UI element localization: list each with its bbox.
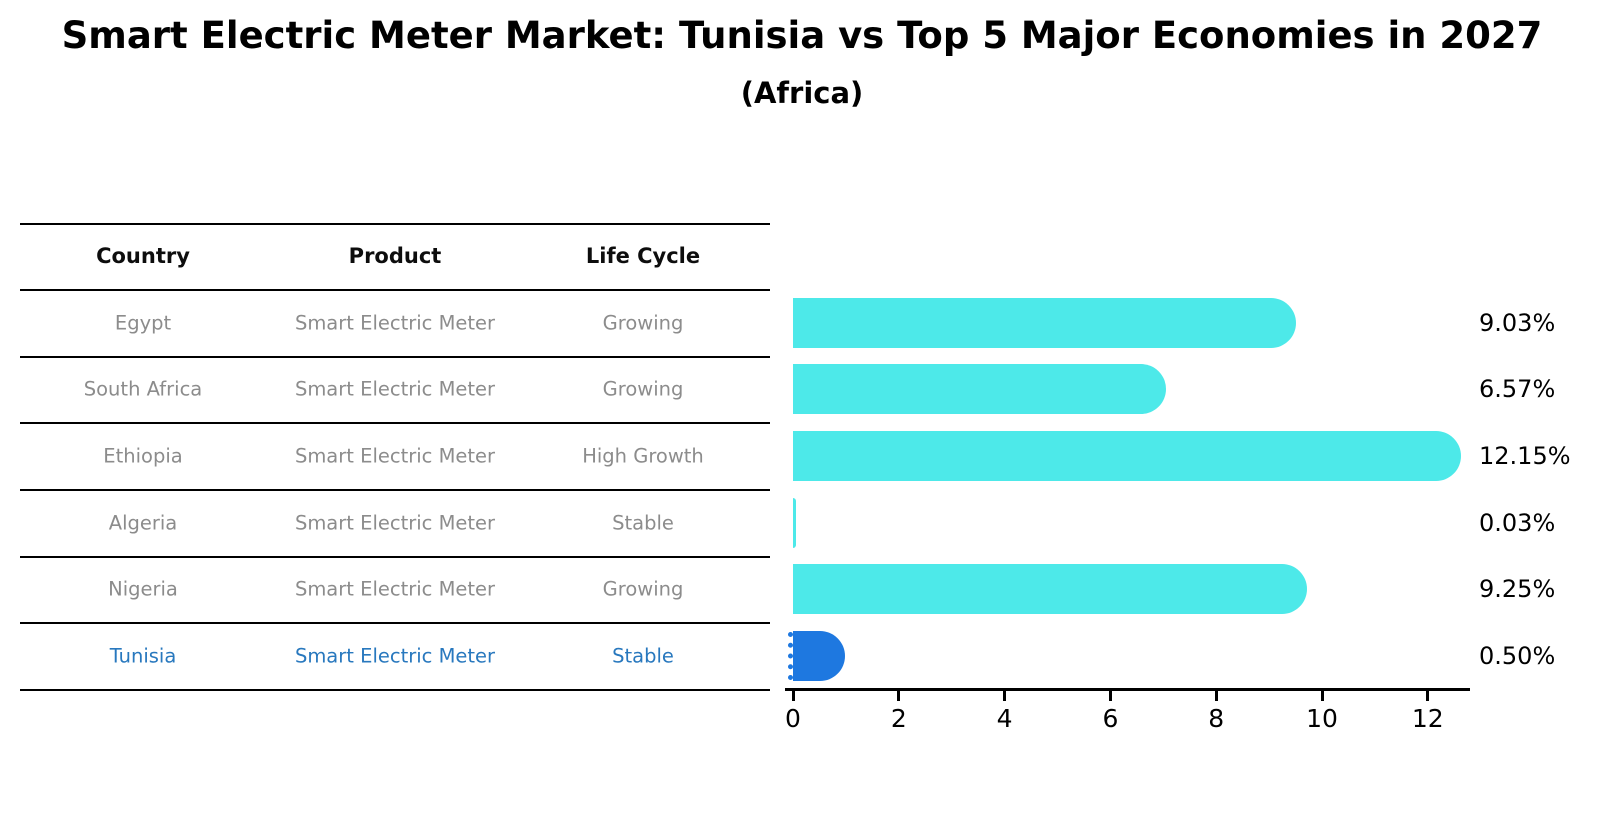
- bar-egypt: [793, 297, 1296, 348]
- table-top-rule: [20, 223, 770, 225]
- x-axis-tick: [897, 691, 901, 701]
- table-cell: Smart Electric Meter: [294, 377, 496, 401]
- bar-value-label: 0.03%: [1479, 508, 1556, 537]
- x-axis-tick: [1108, 691, 1112, 701]
- table-cell: Smart Electric Meter: [294, 311, 496, 334]
- bar-ethiopia: [793, 430, 1461, 481]
- x-axis-tick-label: 6: [1102, 704, 1119, 733]
- x-axis-tick-label: 2: [890, 704, 907, 733]
- table-row-rule: [20, 689, 770, 691]
- page-subtitle: (Africa): [740, 76, 864, 110]
- column-header-life-cycle: Life Cycle: [585, 244, 701, 268]
- x-axis-tick: [791, 691, 795, 701]
- x-axis-tick: [1320, 691, 1324, 701]
- table-row-rule: [20, 422, 770, 424]
- table-row-rule: [20, 556, 770, 558]
- table-cell: Smart Electric Meter: [294, 444, 496, 467]
- x-axis-tick-label: 10: [1306, 704, 1338, 733]
- bar-south-africa: [793, 364, 1166, 414]
- table-cell: South Africa: [83, 377, 203, 401]
- table-cell: Algeria: [108, 511, 178, 534]
- bar-nigeria: [793, 564, 1308, 614]
- table-cell: Smart Electric Meter: [294, 577, 496, 601]
- bar-value-label: 9.03%: [1479, 308, 1556, 337]
- x-axis-tick-label: 0: [785, 704, 801, 733]
- x-axis-line: [785, 688, 1470, 691]
- x-axis-tick-label: 4: [996, 704, 1013, 733]
- table-cell: Egypt: [114, 311, 172, 334]
- table-cell: Growing: [602, 377, 684, 401]
- bar-value-label: 12.15%: [1479, 441, 1571, 470]
- table-cell: Stable: [612, 644, 674, 667]
- x-axis-tick: [1003, 691, 1007, 701]
- x-axis-tick-label: 12: [1411, 704, 1444, 733]
- table-row-rule: [20, 356, 770, 358]
- column-header-country: Country: [96, 244, 190, 268]
- table-row-rule: [20, 622, 770, 624]
- bar-algeria: [793, 497, 797, 548]
- page-title: Smart Electric Meter Market: Tunisia vs …: [61, 14, 1543, 57]
- table-row-rule: [20, 289, 770, 291]
- bar-value-label: 6.57%: [1479, 375, 1556, 403]
- table-cell: Nigeria: [108, 577, 178, 601]
- table-cell: Growing: [602, 311, 684, 334]
- x-axis-tick-label: 8: [1208, 704, 1225, 733]
- highlight-bar-dotted-edge: [788, 631, 793, 680]
- table-cell: Ethiopia: [103, 444, 183, 467]
- table-cell: Smart Electric Meter: [294, 511, 496, 534]
- bar-tunisia: [788, 630, 845, 681]
- x-axis-tick: [1214, 691, 1218, 701]
- table-cell: Growing: [602, 577, 684, 601]
- table-row-rule: [20, 489, 770, 491]
- column-header-product: Product: [348, 244, 442, 268]
- table-cell: Smart Electric Meter: [294, 644, 496, 667]
- bar-value-label: 9.25%: [1479, 575, 1556, 603]
- x-axis-tick: [1426, 691, 1430, 701]
- table-cell: Stable: [612, 511, 674, 534]
- bar-value-label: 0.50%: [1479, 641, 1556, 670]
- table-cell: High Growth: [582, 444, 704, 467]
- table-cell: Tunisia: [109, 644, 177, 667]
